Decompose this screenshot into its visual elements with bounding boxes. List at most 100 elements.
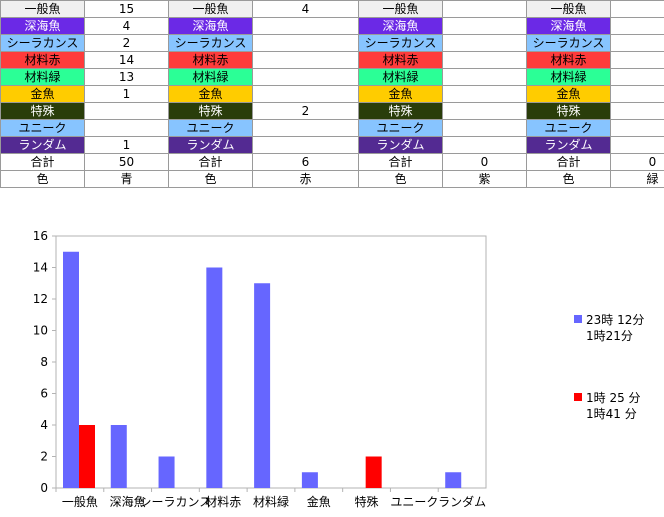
fish-label-cell[interactable]: シーラカンス <box>358 34 443 52</box>
table-row: 深海魚 4 深海魚 深海魚 深海魚 <box>0 17 664 35</box>
fish-count-cell[interactable] <box>442 0 527 18</box>
fish-count-cell[interactable] <box>442 136 527 154</box>
fish-label-cell[interactable]: 金魚 <box>0 85 85 103</box>
bar-blue <box>206 267 223 488</box>
fish-count-cell[interactable]: 15 <box>84 0 169 18</box>
fish-label-cell[interactable]: 金魚 <box>526 85 611 103</box>
fish-label-cell[interactable]: ランダム <box>0 136 85 154</box>
bar-blue <box>254 283 271 488</box>
y-tick-label: 6 <box>40 387 48 401</box>
fish-label-cell[interactable]: 一般魚 <box>358 0 443 18</box>
total-value-cell[interactable]: 0 <box>442 153 527 171</box>
fish-label-cell[interactable]: ランダム <box>358 136 443 154</box>
fish-count-cell[interactable] <box>252 119 359 137</box>
x-tick-label: 一般魚 <box>62 494 98 509</box>
x-tick-label: ランダム <box>438 494 486 509</box>
total-label-cell[interactable]: 合計 <box>168 153 253 171</box>
fish-count-cell[interactable] <box>442 51 527 69</box>
fish-count-cell[interactable]: 13 <box>84 68 169 86</box>
fish-label-cell[interactable]: 一般魚 <box>168 0 253 18</box>
color-name-cell[interactable]: 青 <box>84 170 169 188</box>
fish-label-cell[interactable]: 材料赤 <box>168 51 253 69</box>
fish-count-cell[interactable] <box>84 102 169 120</box>
fish-label-cell[interactable]: 特殊 <box>358 102 443 120</box>
fish-label-cell[interactable]: 材料赤 <box>526 51 611 69</box>
fish-count-cell[interactable]: 1 <box>84 85 169 103</box>
fish-label-cell[interactable]: 材料赤 <box>358 51 443 69</box>
fish-label-cell[interactable]: ユニーク <box>358 119 443 137</box>
fish-label-cell[interactable]: 深海魚 <box>358 17 443 35</box>
fish-label-cell[interactable]: 材料緑 <box>526 68 611 86</box>
fish-label-cell[interactable]: シーラカンス <box>168 34 253 52</box>
fish-count-cell[interactable]: 2 <box>84 34 169 52</box>
fish-count-cell[interactable] <box>442 102 527 120</box>
y-tick-label: 10 <box>33 324 48 338</box>
fish-count-cell[interactable] <box>252 17 359 35</box>
fish-count-cell[interactable] <box>610 119 664 137</box>
fish-count-cell[interactable] <box>442 17 527 35</box>
fish-label-cell[interactable]: 特殊 <box>168 102 253 120</box>
fish-count-cell[interactable]: 4 <box>84 17 169 35</box>
fish-count-cell[interactable] <box>252 51 359 69</box>
fish-label-cell[interactable]: ユニーク <box>0 119 85 137</box>
fish-label-cell[interactable]: 深海魚 <box>0 17 85 35</box>
total-label-cell[interactable]: 合計 <box>358 153 443 171</box>
fish-label-cell[interactable]: 材料緑 <box>0 68 85 86</box>
fish-label-cell[interactable]: 材料緑 <box>168 68 253 86</box>
fish-count-cell[interactable]: 14 <box>84 51 169 69</box>
fish-label-cell[interactable]: ランダム <box>526 136 611 154</box>
fish-label-cell[interactable]: シーラカンス <box>0 34 85 52</box>
color-label-cell[interactable]: 色 <box>526 170 611 188</box>
fish-label-cell[interactable]: 一般魚 <box>526 0 611 18</box>
fish-label-cell[interactable]: 金魚 <box>168 85 253 103</box>
total-value-cell[interactable]: 6 <box>252 153 359 171</box>
fish-count-cell[interactable] <box>252 85 359 103</box>
bar-blue <box>110 425 127 488</box>
fish-label-cell[interactable]: ユニーク <box>526 119 611 137</box>
fish-label-cell[interactable]: 特殊 <box>0 102 85 120</box>
y-tick-label: 14 <box>33 261 48 275</box>
fish-label-cell[interactable]: 材料赤 <box>0 51 85 69</box>
fish-count-cell[interactable] <box>442 85 527 103</box>
fish-label-cell[interactable]: 材料緑 <box>358 68 443 86</box>
total-value-cell[interactable]: 0 <box>610 153 664 171</box>
fish-count-cell[interactable] <box>442 119 527 137</box>
legend-swatch <box>574 393 582 401</box>
fish-count-cell[interactable]: 1 <box>84 136 169 154</box>
fish-label-cell[interactable]: 金魚 <box>358 85 443 103</box>
fish-label-cell[interactable]: シーラカンス <box>526 34 611 52</box>
fish-count-cell[interactable] <box>252 34 359 52</box>
fish-label-cell[interactable]: 一般魚 <box>0 0 85 18</box>
fish-count-cell[interactable] <box>610 51 664 69</box>
fish-count-cell[interactable] <box>252 68 359 86</box>
total-label-cell[interactable]: 合計 <box>0 153 85 171</box>
total-value-cell[interactable]: 50 <box>84 153 169 171</box>
fish-label-cell[interactable]: ランダム <box>168 136 253 154</box>
fish-label-cell[interactable]: 特殊 <box>526 102 611 120</box>
fish-count-cell[interactable] <box>610 68 664 86</box>
fish-count-cell[interactable] <box>610 34 664 52</box>
fish-count-cell[interactable] <box>442 68 527 86</box>
x-tick-label: 材料緑 <box>253 494 289 509</box>
bar-chart: 0 2 4 6 8 10 12 14 16 一般魚 深海魚 シーラカンス 材料赤 材料緑 金魚 特殊 ユニークラ… <box>0 190 664 517</box>
fish-count-cell[interactable]: 4 <box>252 0 359 18</box>
color-label-cell[interactable]: 色 <box>358 170 443 188</box>
fish-label-cell[interactable]: ユニーク <box>168 119 253 137</box>
fish-count-cell[interactable] <box>252 136 359 154</box>
color-name-cell[interactable]: 赤 <box>252 170 359 188</box>
fish-label-cell[interactable]: 深海魚 <box>526 17 611 35</box>
fish-count-cell[interactable] <box>442 34 527 52</box>
fish-count-cell[interactable] <box>610 85 664 103</box>
fish-count-cell[interactable] <box>610 0 664 18</box>
color-label-cell[interactable]: 色 <box>0 170 85 188</box>
fish-count-cell[interactable]: 2 <box>252 102 359 120</box>
color-label-cell[interactable]: 色 <box>168 170 253 188</box>
total-label-cell[interactable]: 合計 <box>526 153 611 171</box>
fish-count-cell[interactable] <box>610 17 664 35</box>
fish-count-cell[interactable] <box>84 119 169 137</box>
color-name-cell[interactable]: 緑 <box>610 170 664 188</box>
fish-count-cell[interactable] <box>610 136 664 154</box>
fish-label-cell[interactable]: 深海魚 <box>168 17 253 35</box>
color-name-cell[interactable]: 紫 <box>442 170 527 188</box>
fish-count-cell[interactable] <box>610 102 664 120</box>
